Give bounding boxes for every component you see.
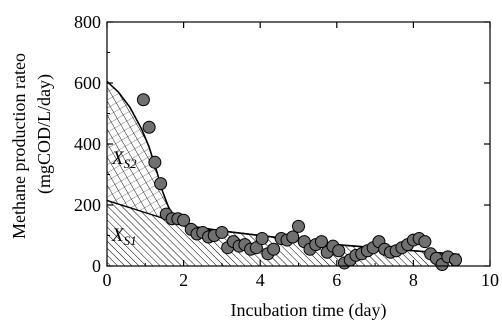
data-point <box>267 242 281 256</box>
data-point <box>142 120 156 134</box>
data-point <box>148 155 162 169</box>
data-point <box>292 219 305 233</box>
xs2-region <box>107 81 203 229</box>
data-point <box>177 213 191 227</box>
data-point <box>215 225 229 239</box>
y-tick-label: 800 <box>74 12 101 32</box>
y-tick-label: 0 <box>92 256 101 276</box>
data-point <box>418 235 432 249</box>
data-point <box>286 230 300 244</box>
y-tick-label: 400 <box>74 134 101 154</box>
y-tick-label: 200 <box>74 195 101 215</box>
x-tick-label: 4 <box>256 270 265 290</box>
region-label-s2: XS2 <box>111 148 137 171</box>
y-axis-label-line1: Methane production rateo <box>9 53 29 239</box>
y-tick-label: 600 <box>74 73 101 93</box>
data-point <box>314 235 328 249</box>
data-point <box>154 177 168 191</box>
data-point <box>255 232 269 246</box>
x-tick-label: 8 <box>409 270 418 290</box>
x-tick-label: 0 <box>103 270 112 290</box>
data-point <box>332 244 346 258</box>
data-point <box>136 93 150 107</box>
region-label-s1: XS1 <box>111 225 137 248</box>
x-tick-label: 2 <box>179 270 188 290</box>
x-tick-label: 6 <box>332 270 341 290</box>
x-axis-label: Incubation time (day) <box>231 300 387 320</box>
y-axis-label-line2: (mgCOD/L/day) <box>34 74 55 194</box>
x-tick-label: 10 <box>481 270 499 290</box>
data-point <box>249 241 263 255</box>
